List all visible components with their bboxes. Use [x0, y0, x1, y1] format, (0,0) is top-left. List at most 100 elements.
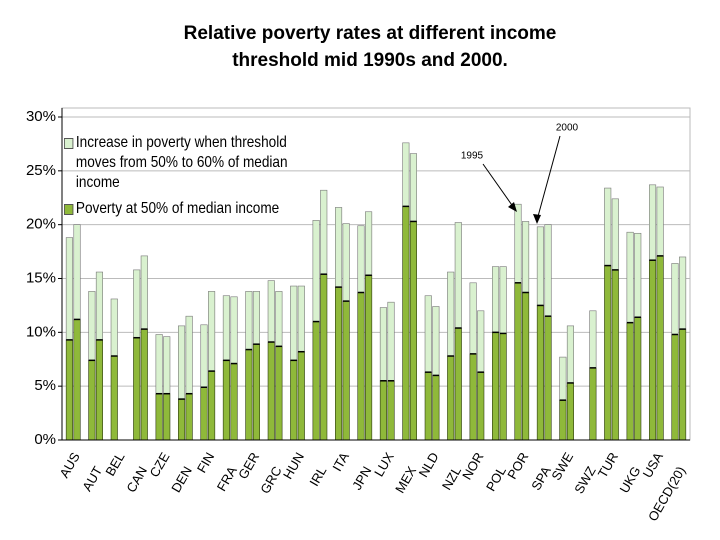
bar-segment — [649, 259, 657, 441]
bar-segment — [604, 187, 612, 266]
bar-segment — [387, 380, 395, 441]
bar-segment — [297, 285, 305, 353]
y-tick-label: 0% — [34, 431, 56, 448]
bar-segment — [65, 339, 73, 441]
bar-segment — [73, 319, 81, 441]
annotation-arrow — [536, 135, 561, 221]
bar-segment — [252, 291, 260, 345]
bar-segment — [335, 286, 343, 441]
bar-segment — [178, 325, 186, 400]
x-tick-label: POL — [483, 464, 509, 494]
bar-segment — [469, 282, 477, 355]
bar-segment — [522, 221, 530, 293]
x-tick-label: AUT — [79, 464, 105, 494]
bar-segment — [447, 355, 455, 441]
x-tick-label: MEX — [392, 463, 419, 495]
bar-segment — [477, 310, 485, 373]
bar-segment — [267, 341, 275, 441]
bar-segment — [589, 310, 597, 369]
bar-segment — [656, 255, 664, 441]
bar-segment — [559, 356, 567, 401]
legend-swatch — [64, 138, 74, 149]
bar-segment — [499, 266, 507, 334]
bar-segment — [252, 343, 260, 441]
bar-segment — [290, 285, 298, 361]
bar-segment — [649, 184, 657, 261]
x-tick-label: FRA — [214, 463, 240, 493]
bar-segment — [492, 266, 500, 333]
y-tick-label: 15% — [26, 269, 56, 286]
legend-entry: Increase in poverty when threshold moves… — [64, 133, 311, 193]
bar-segment — [566, 325, 574, 384]
x-tick-label: USA — [640, 449, 667, 480]
bar-segment — [245, 291, 253, 350]
arrow-head — [533, 214, 541, 224]
bar-segment — [222, 360, 230, 441]
bar-segment — [379, 307, 387, 382]
bar-segment — [267, 280, 275, 343]
y-tick-label: 20% — [26, 216, 56, 233]
bar-segment — [200, 386, 208, 441]
bar-segment — [245, 349, 253, 441]
bar-segment — [424, 371, 432, 441]
bar-segment — [409, 221, 417, 441]
x-tick-label: ITA — [329, 449, 352, 473]
bar-segment — [611, 269, 619, 441]
bar-segment — [178, 398, 186, 441]
y-tick-label: 10% — [26, 323, 56, 340]
bar-segment — [499, 333, 507, 441]
bar-segment — [492, 332, 500, 441]
bar-segment — [626, 322, 634, 441]
bar-segment — [566, 382, 574, 441]
bar-segment — [365, 274, 373, 441]
bar-segment — [133, 269, 141, 339]
x-tick-label: NZL — [439, 464, 464, 493]
legend: Increase in poverty when threshold moves… — [64, 133, 311, 225]
bar-segment — [544, 224, 552, 317]
bar-segment — [626, 231, 634, 323]
bar-segment — [297, 351, 305, 441]
bar-segment — [88, 360, 96, 441]
x-tick-label: GER — [235, 450, 262, 482]
x-tick-label: CAN — [123, 464, 150, 495]
bar-segment — [230, 296, 238, 364]
bar-segment — [634, 316, 642, 441]
bar-segment — [634, 232, 642, 318]
arrow-head — [508, 202, 517, 212]
bar-segment — [155, 334, 163, 395]
bar-segment — [320, 189, 328, 275]
annotation-arrow — [482, 163, 515, 209]
legend-label: Poverty at 50% of median income — [75, 200, 280, 217]
x-tick-label: NOR — [459, 450, 486, 483]
bar-segment — [110, 298, 118, 357]
y-tick-label: 30% — [26, 108, 56, 125]
bar-segment — [409, 153, 417, 222]
x-tick-label: SWZ — [571, 464, 598, 497]
x-tick-label: POR — [504, 450, 531, 482]
bar-segment — [312, 321, 320, 441]
bar-segment — [522, 292, 530, 441]
x-tick-label: IRL — [306, 464, 329, 489]
bar-segment — [320, 273, 328, 441]
bar-segment — [65, 237, 73, 341]
bar-segment — [514, 203, 522, 284]
x-tick-label: CZE — [147, 449, 173, 479]
bar-segment — [379, 380, 387, 441]
bar-segment — [110, 355, 118, 441]
bar-segment — [402, 206, 410, 441]
bar-segment — [208, 291, 216, 372]
bar-segment — [402, 142, 410, 207]
bar-segment — [290, 360, 298, 441]
bar-segment — [140, 255, 148, 330]
x-tick-label: TUR — [595, 450, 621, 481]
bar-segment — [656, 186, 664, 257]
bar-segment — [469, 353, 477, 441]
bar-segment — [559, 399, 567, 441]
x-tick-label: SWE — [548, 449, 576, 482]
bar-segment — [185, 393, 193, 441]
bar-segment — [514, 282, 522, 441]
bar-segment — [536, 305, 544, 441]
bar-segment — [95, 339, 103, 441]
